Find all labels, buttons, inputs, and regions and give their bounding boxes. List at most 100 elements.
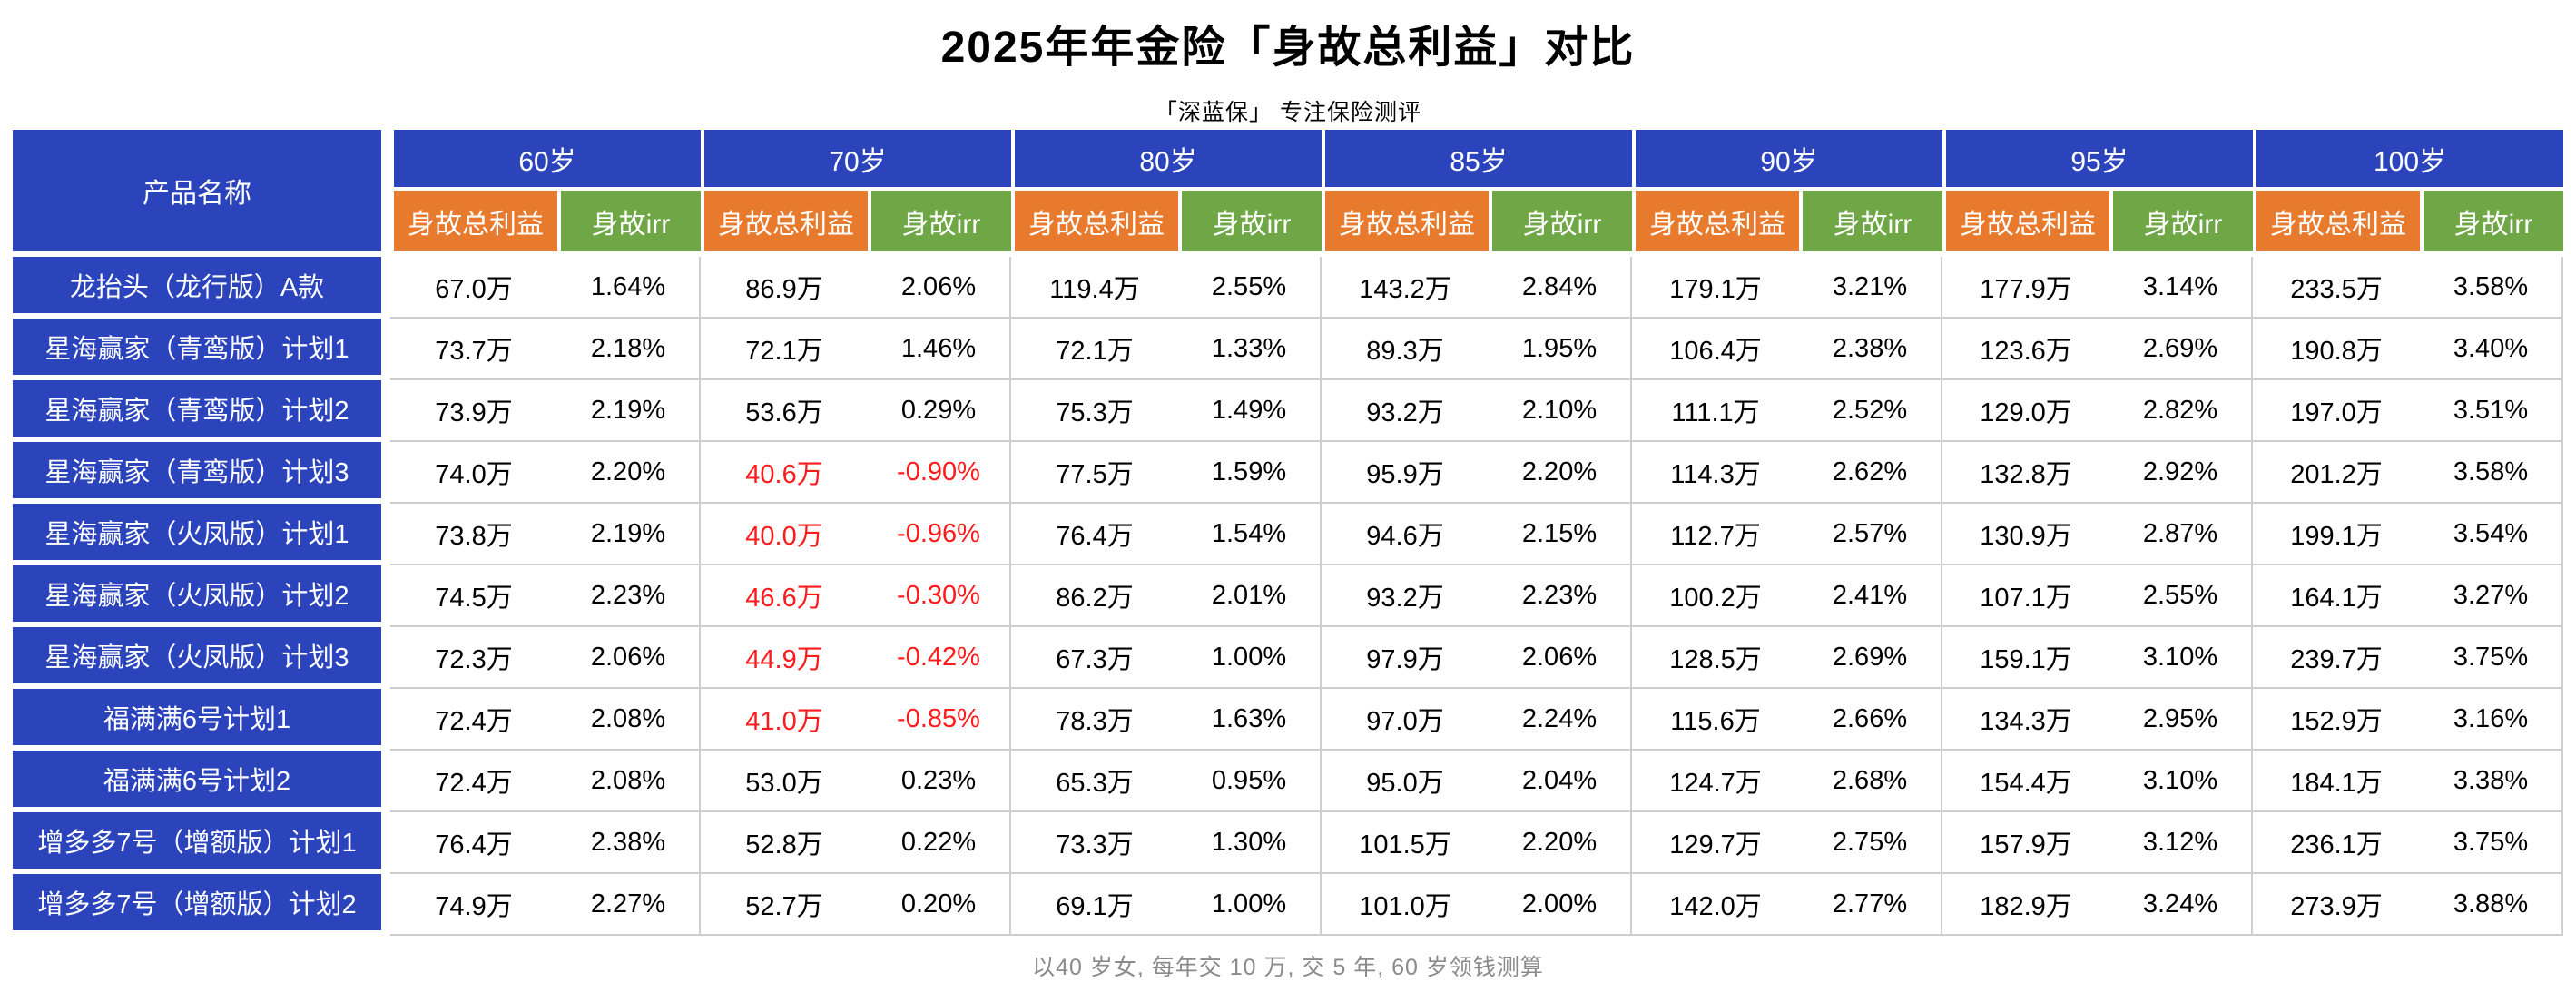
benefit-value-cell: 106.4万 (1632, 319, 1799, 380)
death-benefit-header: 身故总利益 (1011, 191, 1178, 257)
benefit-value-cell: 93.2万 (1322, 380, 1489, 442)
product-column-header: 产品名称 (13, 130, 390, 257)
benefit-value-cell: 76.4万 (390, 812, 557, 874)
table-row: 星海赢家（青鸾版）计划1 73.7万 2.18% 72.1万 1.46% 72.1万 1.3… (13, 319, 2563, 380)
benefit-value-cell: 184.1万 (2253, 751, 2420, 812)
irr-value-cell: 2.87% (2109, 504, 2253, 565)
irr-value-cell: 2.69% (1799, 627, 1942, 689)
irr-value-cell: 0.29% (868, 380, 1011, 442)
irr-value-cell: 2.41% (1799, 565, 1942, 627)
irr-value-cell: 3.51% (2420, 380, 2563, 442)
irr-value-cell: 1.46% (868, 319, 1011, 380)
benefit-value-cell: 97.9万 (1322, 627, 1489, 689)
irr-value-cell: 1.30% (1178, 812, 1322, 874)
page-subtitle: 「深蓝保」 专注保险测评 (1155, 100, 1421, 125)
product-name-cell: 星海赢家（青鸾版）计划3 (13, 442, 390, 504)
irr-value-cell: 2.00% (1489, 874, 1632, 936)
irr-value-cell: 3.58% (2420, 257, 2563, 319)
benefit-value-cell: 75.3万 (1011, 380, 1178, 442)
benefit-value-cell: 65.3万 (1011, 751, 1178, 812)
irr-value-cell: -0.85% (868, 689, 1011, 751)
death-benefit-header: 身故总利益 (1632, 191, 1799, 257)
benefit-value-cell: 112.7万 (1632, 504, 1799, 565)
irr-value-cell: -0.90% (868, 442, 1011, 504)
irr-value-cell: 2.23% (557, 565, 701, 627)
death-benefit-header: 身故总利益 (701, 191, 868, 257)
benefit-value-cell: 115.6万 (1632, 689, 1799, 751)
benefit-value-cell: 95.0万 (1322, 751, 1489, 812)
death-irr-header: 身故irr (1178, 191, 1322, 257)
irr-value-cell: 2.62% (1799, 442, 1942, 504)
product-name-cell: 星海赢家（青鸾版）计划1 (13, 319, 390, 380)
irr-value-cell: 3.75% (2420, 812, 2563, 874)
benefit-value-cell: 129.7万 (1632, 812, 1799, 874)
benefit-value-cell: 74.9万 (390, 874, 557, 936)
benefit-value-cell: 44.9万 (701, 627, 868, 689)
benefit-value-cell: 95.9万 (1322, 442, 1489, 504)
product-name-cell: 星海赢家（火凤版）计划2 (13, 565, 390, 627)
page-title: 2025年年金险「身故总利益」对比 (940, 24, 1636, 72)
irr-value-cell: 2.55% (2109, 565, 2253, 627)
benefit-value-cell: 190.8万 (2253, 319, 2420, 380)
benefit-value-cell: 101.0万 (1322, 874, 1489, 936)
irr-value-cell: 3.10% (2109, 751, 2253, 812)
death-benefit-header: 身故总利益 (1322, 191, 1489, 257)
benefit-value-cell: 97.0万 (1322, 689, 1489, 751)
benefit-value-cell: 76.4万 (1011, 504, 1178, 565)
irr-value-cell: 2.20% (1489, 442, 1632, 504)
benefit-value-cell: 40.0万 (701, 504, 868, 565)
table-row: 福满满6号计划2 72.4万 2.08% 53.0万 0.23% 65.3万 0.95% 95… (13, 751, 2563, 812)
irr-value-cell: 2.66% (1799, 689, 1942, 751)
irr-value-cell: 2.20% (557, 442, 701, 504)
irr-value-cell: 3.10% (2109, 627, 2253, 689)
table-row: 星海赢家（火凤版）计划1 73.8万 2.19% 40.0万 -0.96% 76.4万 1.… (13, 504, 2563, 565)
irr-value-cell: 2.19% (557, 504, 701, 565)
irr-value-cell: 3.75% (2420, 627, 2563, 689)
irr-value-cell: 2.01% (1178, 565, 1322, 627)
benefit-value-cell: 72.4万 (390, 751, 557, 812)
benefit-value-cell: 134.3万 (1942, 689, 2109, 751)
irr-value-cell: 2.15% (1489, 504, 1632, 565)
irr-value-cell: 3.38% (2420, 751, 2563, 812)
benefit-value-cell: 72.4万 (390, 689, 557, 751)
irr-value-cell: 3.21% (1799, 257, 1942, 319)
product-name-cell: 福满满6号计划1 (13, 689, 390, 751)
product-name-cell: 龙抬头（龙行版）A款 (13, 257, 390, 319)
header-row-metrics: 身故总利益 身故irr 身故总利益 身故irr 身故总利益 身故irr 身故总利益 身故irr… (13, 191, 2563, 257)
comparison-table: 产品名称 60岁 70岁 80岁 85岁 90岁 95岁 100岁 身故总利益 身故irr 身故总利… (13, 130, 2563, 936)
benefit-value-cell: 157.9万 (1942, 812, 2109, 874)
irr-value-cell: 2.06% (1489, 627, 1632, 689)
irr-value-cell: 2.38% (1799, 319, 1942, 380)
irr-value-cell: 0.23% (868, 751, 1011, 812)
irr-value-cell: 1.64% (557, 257, 701, 319)
table-row: 增多多7号（增额版）计划2 74.9万 2.27% 52.7万 0.20% 69.1万 1.… (13, 874, 2563, 936)
death-irr-header: 身故irr (2420, 191, 2563, 257)
irr-value-cell: 2.75% (1799, 812, 1942, 874)
age-group-header-3: 80岁 (1011, 130, 1322, 191)
product-name-cell: 福满满6号计划2 (13, 751, 390, 812)
table-row: 星海赢家（青鸾版）计划3 74.0万 2.20% 40.6万 -0.90% 77.5万 1.… (13, 442, 2563, 504)
irr-value-cell: 2.06% (557, 627, 701, 689)
benefit-value-cell: 53.6万 (701, 380, 868, 442)
benefit-value-cell: 177.9万 (1942, 257, 2109, 319)
product-name-cell: 星海赢家（青鸾版）计划2 (13, 380, 390, 442)
benefit-value-cell: 197.0万 (2253, 380, 2420, 442)
irr-value-cell: 2.92% (2109, 442, 2253, 504)
irr-value-cell: 3.12% (2109, 812, 2253, 874)
irr-value-cell: 3.24% (2109, 874, 2253, 936)
irr-value-cell: 2.68% (1799, 751, 1942, 812)
death-benefit-header: 身故总利益 (2253, 191, 2420, 257)
benefit-value-cell: 114.3万 (1632, 442, 1799, 504)
benefit-value-cell: 154.4万 (1942, 751, 2109, 812)
death-irr-header: 身故irr (1799, 191, 1942, 257)
benefit-value-cell: 40.6万 (701, 442, 868, 504)
irr-value-cell: 2.10% (1489, 380, 1632, 442)
product-name-cell: 增多多7号（增额版）计划1 (13, 812, 390, 874)
benefit-value-cell: 233.5万 (2253, 257, 2420, 319)
benefit-value-cell: 52.8万 (701, 812, 868, 874)
irr-value-cell: 3.54% (2420, 504, 2563, 565)
benefit-value-cell: 74.5万 (390, 565, 557, 627)
table-row: 星海赢家（火凤版）计划3 72.3万 2.06% 44.9万 -0.42% 67.3万 1.… (13, 627, 2563, 689)
irr-value-cell: -0.42% (868, 627, 1011, 689)
benefit-value-cell: 152.9万 (2253, 689, 2420, 751)
